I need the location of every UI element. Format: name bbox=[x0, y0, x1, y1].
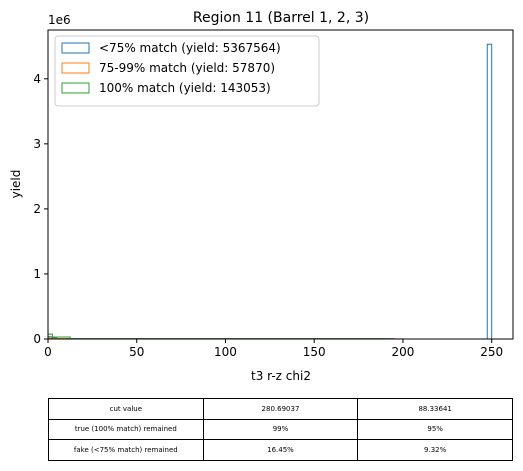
table-row: cut value 280.69037 88.33641 bbox=[48, 398, 513, 420]
x-tick-label: 100 bbox=[214, 345, 237, 359]
table-row: true (100% match) remained 99% 95% bbox=[48, 418, 513, 441]
cut-summary-table: cut value 280.69037 88.33641 true (100% mat… bbox=[48, 398, 513, 461]
y-axis-label: yield bbox=[9, 170, 23, 199]
table-cell: 9.32% bbox=[357, 439, 513, 461]
legend-swatch bbox=[61, 82, 90, 94]
x-axis: 0 50 100 150 200 250 bbox=[44, 339, 503, 359]
x-axis-label: t3 r-z chi2 bbox=[251, 369, 311, 383]
histogram-chart: Region 11 (Barrel 1, 2, 3) 0 50 100 150 200 2… bbox=[9, 10, 514, 383]
legend-swatch bbox=[61, 42, 90, 54]
table-row-label: true (100% match) remained bbox=[48, 418, 204, 441]
y-tick-label: 3 bbox=[33, 137, 41, 151]
legend-label: 75-99% match (yield: 57870) bbox=[99, 61, 275, 75]
legend-label: <75% match (yield: 5367564) bbox=[99, 41, 281, 55]
y-tick-label: 2 bbox=[33, 202, 41, 216]
table-cell: 280.69037 bbox=[202, 398, 359, 420]
x-tick-label: 50 bbox=[129, 345, 144, 359]
y-tick-label: 0 bbox=[33, 332, 41, 346]
legend-frame bbox=[54, 35, 320, 107]
y-offset-text: 1e6 bbox=[48, 13, 71, 27]
table-cell: 88.33641 bbox=[357, 398, 513, 420]
y-axis: 0 1 2 3 4 bbox=[33, 72, 48, 346]
table-row-label: cut value bbox=[48, 398, 204, 420]
x-tick-label: 250 bbox=[480, 345, 503, 359]
series-2-bin-1 bbox=[51, 336, 71, 339]
legend: <75% match (yield: 5367564) 75-99% match … bbox=[54, 35, 320, 107]
table-cell: 95% bbox=[357, 418, 513, 441]
table-row: fake (<75% match) remained 16.45% 9.32% bbox=[48, 439, 513, 461]
chart-title: Region 11 (Barrel 1, 2, 3) bbox=[193, 10, 369, 26]
legend-label: 100% match (yield: 143053) bbox=[99, 81, 271, 95]
y-tick-label: 1 bbox=[33, 267, 41, 281]
x-tick-label: 200 bbox=[392, 345, 415, 359]
table-cell: 99% bbox=[202, 418, 359, 441]
legend-swatch bbox=[61, 62, 90, 74]
plot-frame bbox=[47, 29, 514, 340]
y-tick-label: 4 bbox=[33, 72, 41, 86]
table-row-label: fake (<75% match) remained bbox=[48, 439, 204, 461]
series-0-bin-3 bbox=[486, 43, 493, 339]
table-cell: 16.45% bbox=[202, 439, 359, 461]
x-tick-label: 150 bbox=[303, 345, 326, 359]
x-tick-label: 0 bbox=[44, 345, 52, 359]
